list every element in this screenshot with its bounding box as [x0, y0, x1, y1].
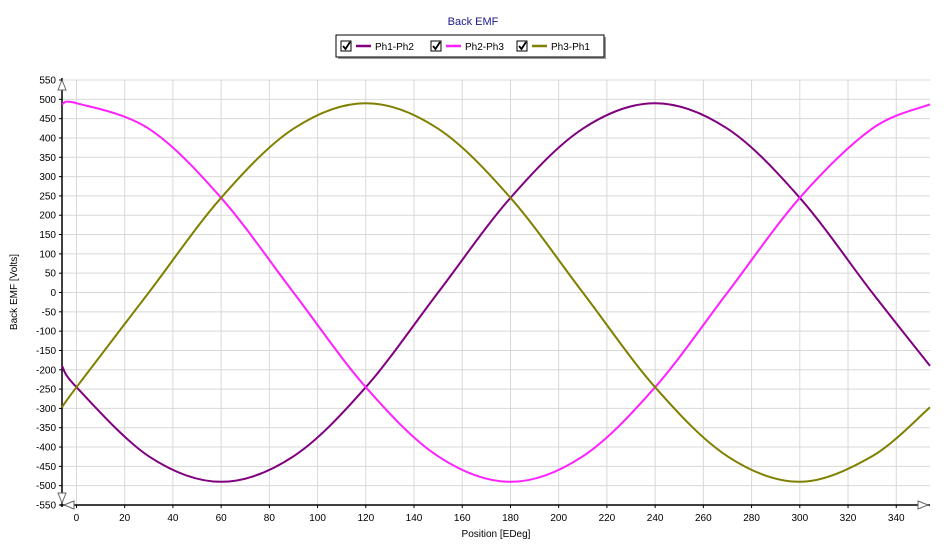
y-tick-label: 150: [39, 230, 56, 241]
x-tick-label: 300: [791, 513, 808, 524]
x-tick-label: 100: [309, 513, 326, 524]
y-tick-label: -500: [36, 481, 56, 492]
y-tick-label: 550: [39, 76, 56, 87]
legend-item-ph3-ph1[interactable]: Ph3-Ph1: [516, 40, 590, 53]
series-line-ph3-ph1: [61, 102, 931, 483]
x-tick-label: 40: [167, 513, 179, 524]
x-tick-label: 220: [599, 513, 616, 524]
x-axis-label: Position [EDeg]: [462, 529, 531, 540]
x-tick-labels: 0 20 40 60 80 100 120 140 160 180 200 220 240 260 280 3…: [74, 505, 905, 524]
y-tick-label: -250: [36, 385, 56, 396]
x-axis-scroll-right-arrow[interactable]: [917, 500, 930, 510]
chart-title: Back EMF: [448, 16, 499, 28]
y-tick-label: 0: [50, 288, 56, 299]
grid: [62, 79, 930, 506]
x-tick-label: 80: [264, 513, 276, 524]
x-tick-label: 280: [743, 513, 760, 524]
y-tick-label: -300: [36, 404, 56, 415]
y-tick-label: 400: [39, 133, 56, 144]
x-tick-label: 0: [74, 513, 80, 524]
x-tick-label: 120: [357, 513, 374, 524]
x-tick-label: 140: [406, 513, 423, 524]
y-tick-label: -400: [36, 443, 56, 454]
y-tick-label: 100: [39, 249, 56, 260]
series-group: [61, 100, 931, 483]
legend-label: Ph3-Ph1: [551, 42, 590, 53]
y-tick-label: -50: [42, 307, 57, 318]
y-tick-label: -450: [36, 462, 56, 473]
y-tick-label: 350: [39, 153, 56, 164]
y-tick-label: 300: [39, 172, 56, 183]
legend-checkbox[interactable]: [430, 40, 442, 52]
y-tick-label: -550: [36, 501, 56, 512]
checkmark-icon: [518, 41, 527, 51]
x-tick-label: 20: [119, 513, 131, 524]
legend-item-ph1-ph2[interactable]: Ph1-Ph2: [340, 40, 414, 53]
legend-checkbox[interactable]: [516, 40, 528, 52]
series-line-ph1-ph2: [61, 102, 931, 483]
y-tick-label: -350: [36, 423, 56, 434]
y-tick-label: -100: [36, 327, 56, 338]
legend: Ph1-Ph2 Ph2-Ph3 Ph3-Ph1: [335, 34, 606, 59]
checkmark-icon: [432, 41, 441, 51]
legend-label: Ph1-Ph2: [375, 42, 414, 53]
legend-box: [335, 34, 605, 58]
legend-label: Ph2-Ph3: [465, 42, 504, 53]
x-tick-label: 340: [888, 513, 905, 524]
y-tick-label: 50: [45, 269, 57, 280]
x-tick-label: 240: [647, 513, 664, 524]
x-tick-label: 180: [502, 513, 519, 524]
legend-item-ph2-ph3[interactable]: Ph2-Ph3: [430, 40, 504, 53]
series-line-ph2-ph3: [61, 100, 931, 483]
y-tick-label: 500: [39, 95, 56, 106]
x-tick-label: 160: [454, 513, 471, 524]
y-tick-label: 250: [39, 191, 56, 202]
y-axis-label: Back EMF [Volts]: [9, 254, 20, 330]
x-tick-label: 60: [216, 513, 228, 524]
x-tick-label: 320: [840, 513, 857, 524]
x-tick-label: 260: [695, 513, 712, 524]
checkmark-icon: [342, 41, 351, 51]
x-tick-label: 200: [550, 513, 567, 524]
x-axis-scroll-left-arrow[interactable]: [62, 500, 75, 510]
y-tick-label: 450: [39, 114, 56, 125]
y-tick-label: -200: [36, 365, 56, 376]
y-axis-scroll-up-arrow[interactable]: [57, 78, 67, 91]
y-tick-labels: -550-500-450-400-350-300-250-200-150-100…: [36, 76, 62, 512]
legend-checkbox[interactable]: [340, 40, 352, 52]
y-tick-label: 200: [39, 211, 56, 222]
y-tick-label: -150: [36, 346, 56, 357]
y-axis-scroll-down-arrow[interactable]: [57, 492, 67, 505]
